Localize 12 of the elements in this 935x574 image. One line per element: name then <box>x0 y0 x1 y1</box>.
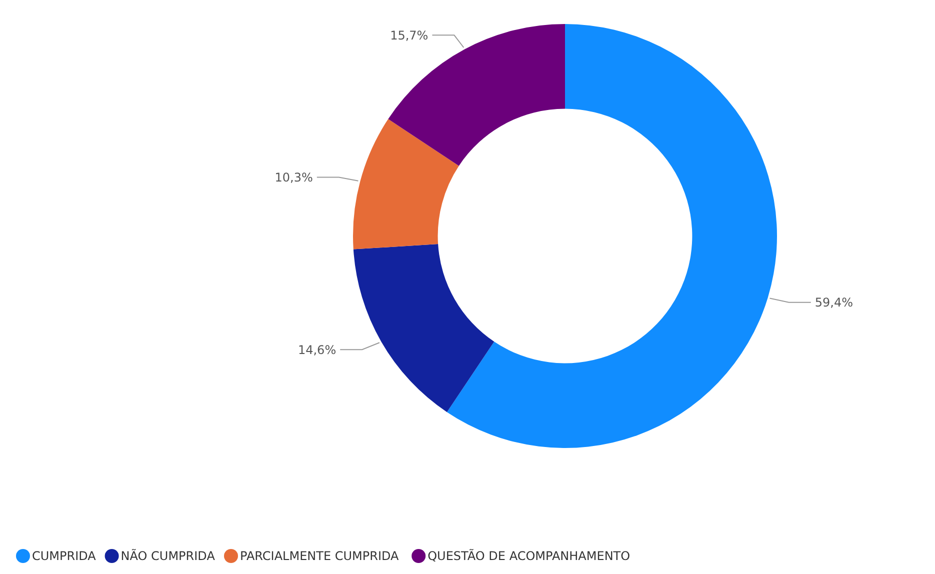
donut-slice <box>446 24 777 448</box>
data-label: 15,7% <box>390 28 428 42</box>
donut-slice <box>388 24 565 166</box>
data-label: 14,6% <box>298 342 336 357</box>
legend-label: PARCIALMENTE CUMPRIDA <box>240 549 400 564</box>
data-label: 59,4% <box>814 296 853 310</box>
donut-slice <box>353 244 494 412</box>
legend-label: CUMPRIDA <box>32 549 97 564</box>
legend-label: QUESTÃO DE ACOMPANHAMENTO <box>428 548 630 564</box>
data-label: 10,3% <box>274 170 313 184</box>
donut-slice <box>353 119 459 250</box>
legend-label: NÃO CUMPRIDA <box>120 548 216 564</box>
